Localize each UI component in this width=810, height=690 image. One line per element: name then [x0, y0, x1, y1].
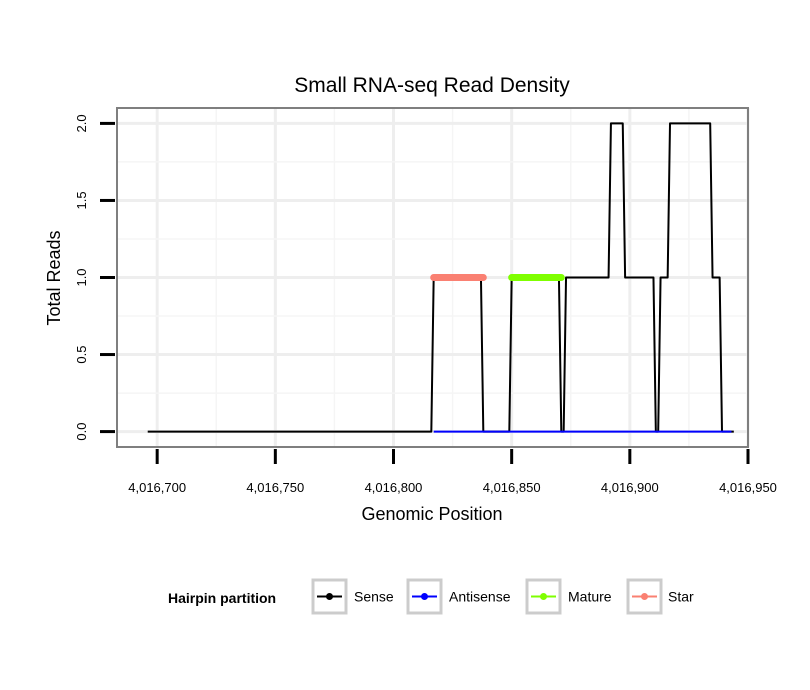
legend-key-point — [421, 593, 428, 600]
legend-title: Hairpin partition — [168, 590, 276, 606]
legend-key-point — [641, 593, 648, 600]
legend-label-antisense: Antisense — [449, 589, 511, 605]
y-tick-label: 1.0 — [74, 268, 89, 286]
y-tick-label: 2.0 — [74, 114, 89, 132]
plot-panel-border — [116, 107, 749, 448]
chart-title: Small RNA-seq Read Density — [294, 74, 570, 97]
x-axis-title: Genomic Position — [361, 504, 502, 524]
x-tick-label: 4,016,800 — [365, 480, 423, 495]
x-tick-label: 4,016,850 — [483, 480, 541, 495]
legend-key-point — [540, 593, 547, 600]
x-tick-label: 4,016,900 — [601, 480, 659, 495]
axes: 4,016,700 4,016,750 4,016,800 4,016,850 4,01… — [74, 114, 777, 495]
y-tick-label: 1.5 — [74, 191, 89, 209]
y-tick-label: 0.0 — [74, 423, 89, 441]
legend: Hairpin partition Sense Antisense Mature St… — [168, 578, 694, 615]
legend-label-star: Star — [668, 589, 694, 605]
x-tick-label: 4,016,950 — [719, 480, 777, 495]
y-tick-label: 0.5 — [74, 346, 89, 364]
legend-label-sense: Sense — [354, 589, 394, 605]
x-tick-label: 4,016,750 — [246, 480, 304, 495]
legend-label-mature: Mature — [568, 589, 612, 605]
legend-key-point — [326, 593, 333, 600]
y-axis-title: Total Reads — [44, 230, 64, 325]
x-tick-label: 4,016,700 — [128, 480, 186, 495]
series-layer — [147, 122, 734, 433]
